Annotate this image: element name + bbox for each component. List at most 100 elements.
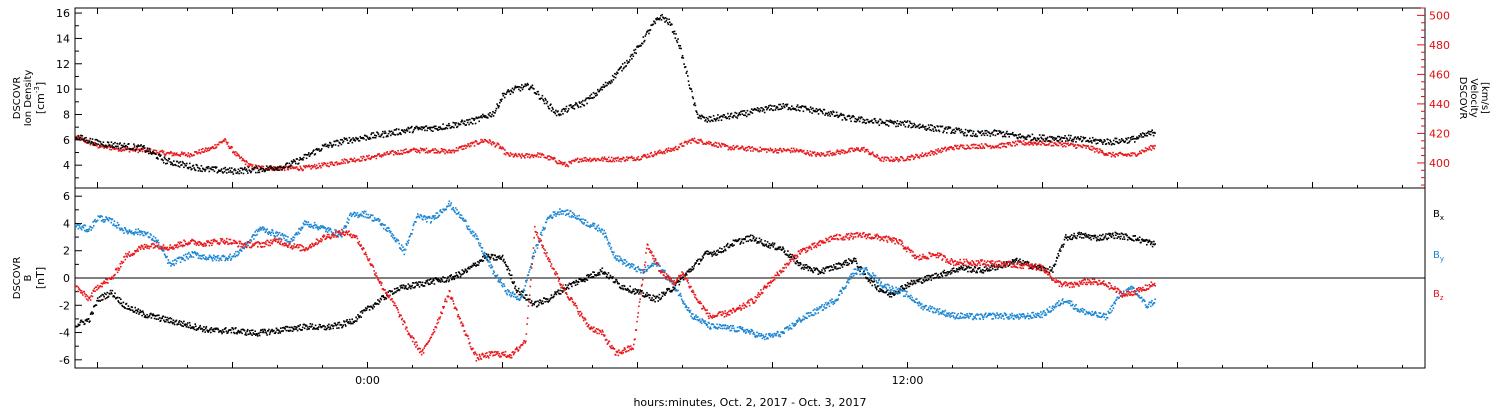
- data-point: [921, 126, 923, 128]
- data-point: [1014, 145, 1016, 147]
- data-point: [820, 155, 822, 157]
- data-point: [696, 111, 698, 113]
- data-point: [275, 167, 277, 169]
- data-point: [767, 247, 769, 249]
- data-point: [611, 157, 613, 159]
- data-point: [134, 147, 136, 149]
- data-point: [885, 124, 887, 126]
- data-point: [599, 274, 601, 276]
- data-point: [878, 120, 880, 122]
- data-point: [1058, 140, 1060, 142]
- data-point: [717, 114, 719, 116]
- data-point: [167, 163, 169, 165]
- data-point: [510, 93, 512, 95]
- data-point: [715, 142, 717, 144]
- data-point: [888, 294, 890, 296]
- data-point: [761, 107, 763, 109]
- data-point: [749, 146, 751, 148]
- data-point: [198, 152, 200, 154]
- data-point: [1096, 240, 1098, 242]
- data-point: [974, 135, 976, 137]
- data-point: [747, 110, 749, 112]
- data-point: [547, 101, 549, 103]
- data-point: [468, 124, 470, 126]
- data-point: [643, 292, 645, 294]
- data-point: [499, 147, 501, 149]
- data-point: [1119, 233, 1121, 235]
- data-point: [454, 152, 456, 154]
- data-point: [133, 149, 135, 151]
- data-point: [1125, 154, 1127, 156]
- data-point: [836, 151, 838, 153]
- data-point: [584, 281, 586, 283]
- data-point: [817, 109, 819, 111]
- data-point: [212, 166, 214, 168]
- data-point: [140, 144, 142, 146]
- data-point: [1023, 140, 1025, 142]
- data-point: [764, 240, 766, 242]
- data-point: [337, 324, 339, 326]
- data-point: [460, 276, 462, 278]
- data-point: [985, 133, 987, 135]
- data-point: [462, 149, 464, 151]
- data-point: [848, 258, 850, 260]
- data-point: [1138, 239, 1140, 241]
- data-point: [679, 284, 681, 286]
- data-point: [126, 303, 128, 305]
- data-point: [489, 115, 491, 117]
- data-point: [521, 157, 523, 159]
- data-point: [1074, 235, 1076, 237]
- data-point: [552, 108, 554, 110]
- data-point: [643, 36, 645, 38]
- data-point: [887, 124, 889, 126]
- data-point: [935, 152, 937, 154]
- data-point: [1064, 135, 1066, 137]
- data-point: [928, 279, 930, 281]
- data-point: [380, 299, 382, 301]
- data-point: [623, 157, 625, 159]
- data-point: [351, 159, 353, 161]
- data-point: [163, 320, 165, 322]
- data-point: [325, 143, 327, 145]
- data-point: [230, 329, 232, 331]
- data-point: [119, 142, 121, 144]
- data-point: [170, 164, 172, 166]
- data-point: [1025, 144, 1027, 146]
- data-point: [1079, 236, 1081, 238]
- data-point: [208, 166, 210, 168]
- data-point: [574, 282, 576, 284]
- data-point: [426, 148, 428, 150]
- density-label-line2: Ion Density: [23, 70, 34, 127]
- data-point: [968, 146, 970, 148]
- data-point: [797, 104, 799, 106]
- data-point: [393, 154, 395, 156]
- data-point: [959, 146, 961, 148]
- data-point: [611, 80, 613, 82]
- data-point: [828, 151, 830, 153]
- data-point: [122, 147, 124, 149]
- data-point: [589, 158, 591, 160]
- data-point: [334, 141, 336, 143]
- data-point: [456, 147, 458, 149]
- data-point: [821, 111, 823, 113]
- data-point: [495, 110, 497, 112]
- data-point: [1088, 145, 1090, 147]
- data-point: [372, 308, 374, 310]
- data-point: [439, 129, 441, 131]
- x-axis-title: hours:minutes, Oct. 2, 2017 - Oct. 3, 20…: [633, 396, 866, 409]
- data-point: [314, 164, 316, 166]
- data-point: [953, 147, 955, 149]
- data-point: [667, 150, 669, 152]
- data-point: [856, 147, 858, 149]
- data-point: [698, 142, 700, 144]
- data-point: [768, 245, 770, 247]
- data-point: [182, 154, 184, 156]
- data-point: [840, 151, 842, 153]
- data-point: [1026, 139, 1028, 141]
- data-point: [415, 151, 417, 153]
- data-point: [918, 125, 920, 127]
- data-point: [572, 107, 574, 109]
- data-point: [77, 136, 79, 138]
- data-point: [601, 87, 603, 89]
